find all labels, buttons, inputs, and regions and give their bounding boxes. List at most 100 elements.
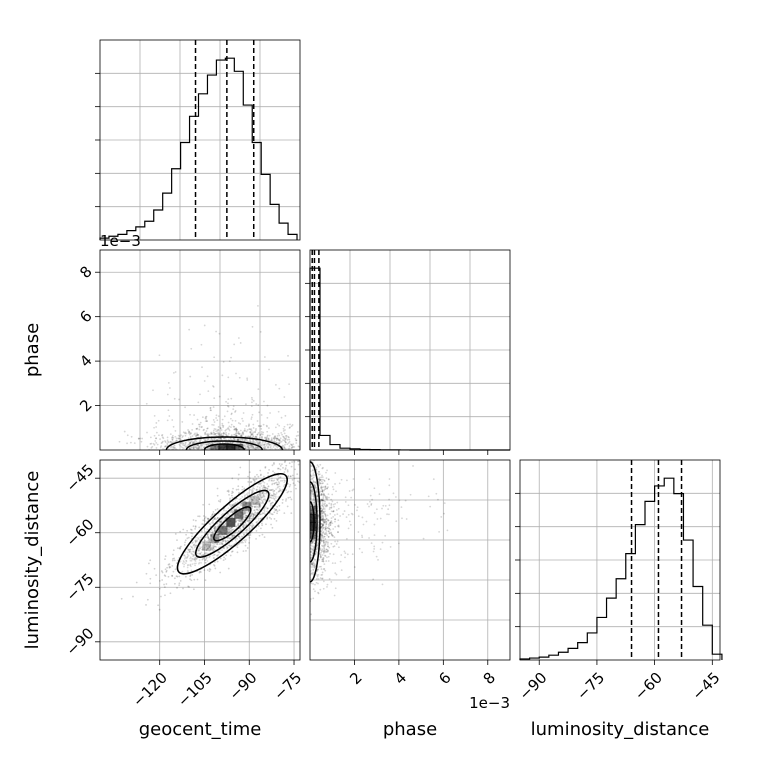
scatter-point [257,447,260,450]
scatter-point [222,432,225,435]
scatter-point [166,439,169,442]
scatter-point [255,403,258,405]
scatter-point [162,440,164,443]
scatter-point [188,586,190,588]
scatter-point [405,518,408,520]
scatter-point [245,515,248,518]
scatter-point [204,439,206,442]
scatter-point [322,522,325,525]
scatter-point [231,490,234,493]
scatter-point [176,439,178,442]
scatter-point [141,437,144,440]
scatter-point [262,498,265,501]
scatter-point [252,447,255,450]
scatter-point [228,514,230,516]
scatter-point [219,535,222,538]
scatter-point [198,447,201,450]
scatter-point [250,481,253,483]
scatter-point [303,492,305,494]
scatter-point [270,496,272,499]
scatter-point [240,518,243,521]
scatter-point [178,435,181,438]
scatter-point [214,508,217,511]
scatter-point [256,442,259,445]
scatter-point [212,386,215,388]
scatter-point [263,486,266,489]
scatter-point [297,460,299,463]
scatter-point [304,437,306,439]
scatter-point [253,480,256,483]
scatter-point [254,435,257,438]
scatter-point [277,432,280,435]
scatter-point [230,413,233,416]
scatter-point [244,447,247,450]
scatter-point [263,447,265,450]
density-cell [310,529,316,539]
scatter-point [218,395,221,398]
scatter-point [320,493,322,496]
scatter-point [172,371,175,374]
scatter-point [258,488,261,491]
scatter-point [334,472,337,474]
scatter-point [194,539,197,542]
scatter-point [361,534,363,537]
scatter-point [251,325,254,328]
scatter-point [186,556,189,559]
scatter-point [342,513,344,515]
scatter-point [381,583,384,586]
scatter-point [222,437,225,440]
scatter-point [322,443,324,445]
scatter-point [379,548,382,551]
scatter-point [258,482,261,485]
scatter-point [258,442,261,444]
scatter-point [242,420,244,422]
scatter-point [252,435,255,438]
scatter-point [255,448,258,450]
scatter-point [232,536,234,539]
scatter-point [259,493,262,496]
scatter-point [251,505,254,508]
scatter-point [193,446,196,449]
scatter-point [258,502,261,505]
scatter-point [200,571,202,573]
scatter-point [196,447,199,449]
scatter-point [335,543,338,545]
scatter-point [323,543,326,546]
scatter-point [229,544,232,547]
scatter-point [293,460,296,463]
scatter-point [171,557,174,560]
scatter-point [209,439,212,442]
scatter-point [242,525,244,528]
scatter-point [332,510,335,513]
scatter-point [273,517,276,520]
scatter-point [276,505,279,508]
scatter-point [269,412,271,414]
scatter-point [238,530,241,533]
scatter-point [252,446,255,449]
scatter-point [283,425,286,428]
scatter-point [229,529,232,532]
scatter-point [244,539,247,541]
scatter-point [219,535,221,537]
scatter-point [334,483,336,485]
scatter-point [172,570,175,573]
scatter-point [223,415,226,418]
scatter-point [256,446,259,449]
scatter-point [186,444,188,447]
scatter-point [221,441,224,444]
scatter-point [192,553,195,556]
scatter-point [256,485,259,488]
scatter-point [283,512,286,515]
scatter-point [381,507,383,510]
scatter-point [255,499,258,501]
scatter-point [276,512,278,515]
scatter-point [216,446,219,449]
scatter-point [268,500,270,503]
scatter-point [184,575,187,578]
scatter-point [295,487,297,490]
scatter-point [231,492,233,495]
scatter-point [204,539,207,542]
scatter-point [337,519,340,522]
scatter-point [240,503,243,506]
scatter-point [322,493,325,495]
